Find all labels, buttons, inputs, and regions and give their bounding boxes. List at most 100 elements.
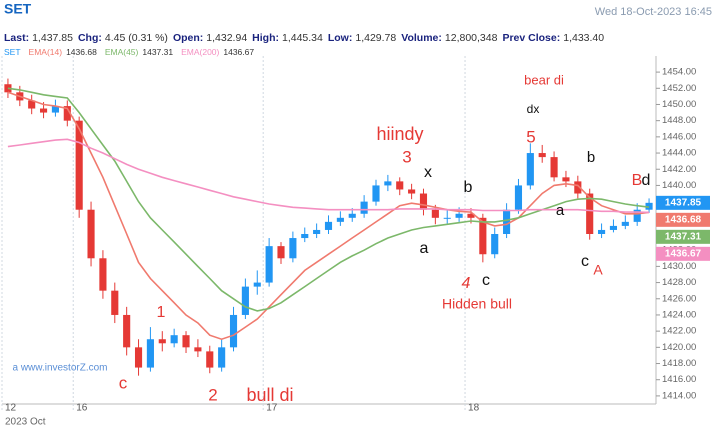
candle-body xyxy=(182,335,190,348)
candle-body xyxy=(408,189,416,194)
candle-body xyxy=(87,209,95,259)
annotation: b xyxy=(587,149,595,166)
candle-body xyxy=(491,234,499,255)
stat-value: 1,429.78 xyxy=(355,32,396,44)
y-tick-label: 1420.00 xyxy=(662,342,696,353)
candle-body xyxy=(562,177,570,182)
candle-body xyxy=(146,339,154,368)
candle-body xyxy=(633,209,641,222)
candle-body xyxy=(479,217,487,255)
candle-body xyxy=(170,335,178,344)
candle-body xyxy=(336,217,344,222)
y-tick-label: 1424.00 xyxy=(662,309,696,320)
price-tag-label: 1437.85 xyxy=(665,197,702,208)
candle-body xyxy=(550,157,558,178)
y-tick-label: 1416.00 xyxy=(662,374,696,385)
annotation: a www.investorZ.com xyxy=(12,363,107,374)
stat-label: Prev Close: xyxy=(502,32,560,44)
legend-value: 1436.67 xyxy=(223,47,254,57)
annotation: 5 xyxy=(526,127,535,146)
stat-label: Open: xyxy=(173,32,203,44)
x-tick-label: 16 xyxy=(76,403,88,414)
price-tag xyxy=(656,212,710,227)
legend-name: EMA(14) xyxy=(29,47,63,57)
candle-body xyxy=(277,246,285,259)
candle-body xyxy=(621,221,629,226)
stat-value: 12,800,348 xyxy=(445,32,498,44)
candle-body xyxy=(206,351,214,368)
candle-body xyxy=(586,193,594,234)
stat-label: Low: xyxy=(328,32,353,44)
stat-label: Volume: xyxy=(401,32,442,44)
y-tick-label: 1426.00 xyxy=(662,293,696,304)
y-tick-label: 1422.00 xyxy=(662,326,696,337)
candle-body xyxy=(313,229,321,234)
candle-body xyxy=(431,209,439,218)
y-tick-label: 1430.00 xyxy=(662,261,696,272)
candle-body xyxy=(218,347,226,368)
price-tag xyxy=(656,246,710,261)
annotation: bull di xyxy=(246,385,293,405)
annotation: c xyxy=(581,253,589,270)
candle-body xyxy=(75,120,83,210)
legend-symbol: SET xyxy=(4,47,21,57)
x-tick-label: 18 xyxy=(468,403,480,414)
annotation: dx xyxy=(527,102,540,116)
x-tick-label: 17 xyxy=(266,403,278,414)
candle-body xyxy=(348,213,356,218)
candle-body xyxy=(598,229,606,234)
annotation: hiindy xyxy=(376,124,423,144)
annotation: B xyxy=(632,172,643,189)
stat-label: Chg: xyxy=(78,32,102,44)
annotation: A xyxy=(593,262,603,278)
price-tag xyxy=(656,229,710,244)
price-tag xyxy=(656,195,710,210)
annotation: 4 xyxy=(462,275,471,292)
y-tick-label: 1448.00 xyxy=(662,115,696,126)
candle-body xyxy=(28,100,36,109)
candle-body xyxy=(111,290,119,315)
candle-body xyxy=(241,286,249,315)
stat-value: 1,432.94 xyxy=(206,32,247,44)
candle-body xyxy=(360,201,368,214)
candle-body xyxy=(194,347,202,352)
x-axis-label: 2023 Oct xyxy=(5,417,46,428)
price-tag-label: 1436.68 xyxy=(665,214,702,225)
annotation: d xyxy=(642,172,651,189)
candle-body xyxy=(443,217,451,219)
y-tick-label: 1440.00 xyxy=(662,180,696,191)
price-tag-label: 1436.67 xyxy=(665,248,702,259)
ema-line xyxy=(7,91,650,341)
stat-value: 1,437.85 xyxy=(32,32,73,44)
y-tick-label: 1414.00 xyxy=(662,390,696,401)
annotation: c xyxy=(482,272,490,289)
price-tag-label: 1437.31 xyxy=(665,231,702,242)
annotation: x xyxy=(424,164,432,181)
y-tick-label: 1452.00 xyxy=(662,83,696,94)
annotation: Hidden bull xyxy=(442,296,512,312)
y-tick-label: 1454.00 xyxy=(662,67,696,78)
annotation: 1 xyxy=(157,304,166,321)
chart-date: Wed 18-Oct-2023 16:45 xyxy=(595,6,712,18)
stat-label: Last: xyxy=(4,32,29,44)
candle-body xyxy=(123,314,131,348)
stat-value: 1,433.40 xyxy=(563,32,604,44)
stat-label: High: xyxy=(252,32,279,44)
y-tick-label: 1444.00 xyxy=(662,148,696,159)
annotation: a xyxy=(420,240,429,257)
chart-title: SET xyxy=(4,1,32,17)
candle-body xyxy=(645,202,653,210)
candle-body xyxy=(467,213,475,218)
candle-body xyxy=(419,193,428,210)
annotation: a xyxy=(556,202,565,219)
legend-value: 1436.68 xyxy=(66,47,97,57)
y-tick-label: 1446.00 xyxy=(662,131,696,142)
candle-body xyxy=(538,153,546,158)
annotation: 2 xyxy=(208,385,217,404)
annotation: b xyxy=(464,179,473,196)
legend-value: 1437.31 xyxy=(142,47,173,57)
y-tick-label: 1442.00 xyxy=(662,164,696,175)
candle-body xyxy=(253,282,261,287)
